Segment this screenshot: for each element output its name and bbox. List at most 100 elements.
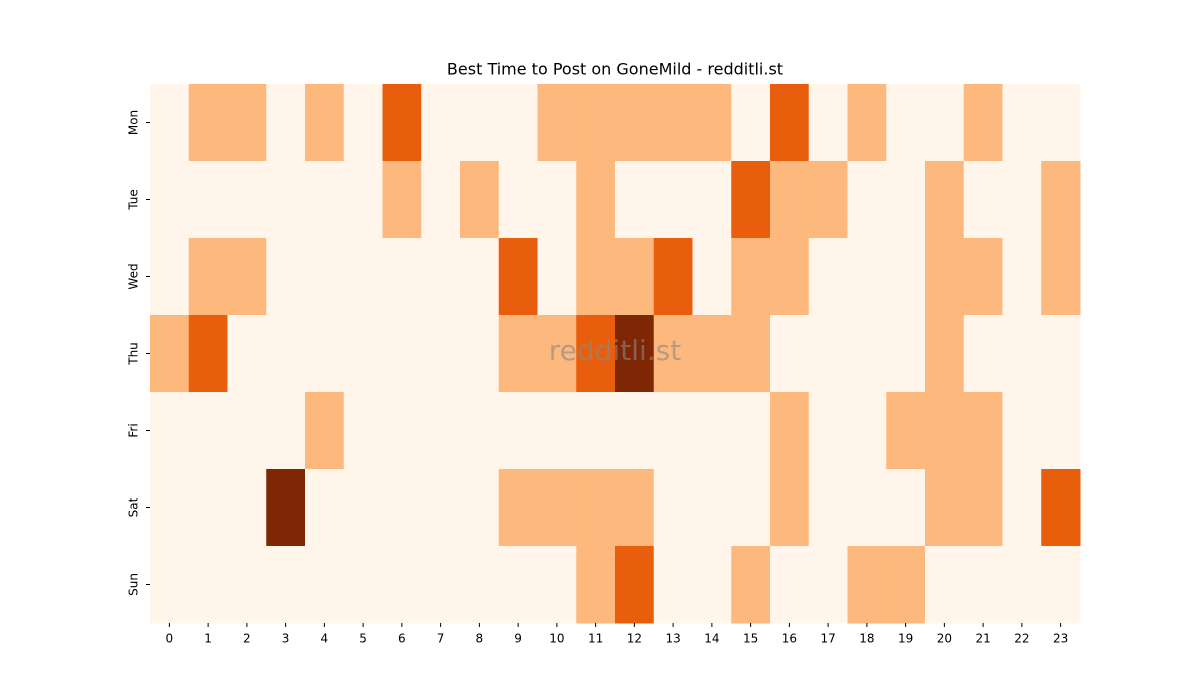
cell [537, 392, 577, 470]
cell [770, 546, 810, 624]
cell [963, 315, 1003, 393]
x-tick-label: 10 [549, 632, 564, 646]
cell [460, 315, 500, 393]
x-tick-label: 2 [243, 632, 251, 646]
cell [382, 469, 422, 547]
cell [692, 238, 732, 316]
cell [1041, 315, 1081, 393]
cell [847, 469, 887, 547]
cell [963, 469, 1003, 547]
cell [963, 84, 1003, 162]
cell [382, 392, 422, 470]
cell [576, 238, 616, 316]
cell [498, 161, 538, 239]
y-tick-label: Sat [127, 497, 141, 517]
cell [266, 392, 306, 470]
cell [615, 469, 655, 547]
cell [886, 315, 926, 393]
cell [305, 469, 345, 547]
cell [925, 84, 965, 162]
cell [188, 161, 228, 239]
x-tick-label: 18 [859, 632, 874, 646]
cell [847, 315, 887, 393]
cell [576, 546, 616, 624]
cell [925, 161, 965, 239]
cell [692, 315, 732, 393]
cell [188, 315, 228, 393]
cell [1041, 84, 1081, 162]
x-tick-label: 4 [321, 632, 329, 646]
y-tick-label: Mon [127, 110, 141, 135]
cell [770, 315, 810, 393]
cell [886, 161, 926, 239]
cell [770, 84, 810, 162]
cell [188, 392, 228, 470]
cell [1002, 469, 1042, 547]
y-tick-label: Fri [127, 423, 141, 437]
cell [925, 238, 965, 316]
cell [1041, 161, 1081, 239]
x-tick-label: 1 [204, 632, 212, 646]
cell [692, 84, 732, 162]
cell [343, 238, 383, 316]
x-tick-label: 7 [437, 632, 445, 646]
cell [150, 315, 190, 393]
cell [305, 392, 345, 470]
cell [266, 315, 306, 393]
cell [1041, 392, 1081, 470]
x-tick-label: 17 [820, 632, 835, 646]
cell [576, 392, 616, 470]
y-tick-label: Tue [127, 189, 141, 211]
cell [615, 392, 655, 470]
cell [731, 392, 771, 470]
cell [537, 546, 577, 624]
cell [886, 238, 926, 316]
cell [227, 161, 267, 239]
cell [305, 84, 345, 162]
x-tick-label: 14 [704, 632, 719, 646]
chart-title: Best Time to Post on GoneMild - redditli… [447, 60, 783, 79]
cell [266, 161, 306, 239]
cell [150, 392, 190, 470]
cell [498, 84, 538, 162]
cell [615, 315, 655, 393]
y-tick-label: Sun [127, 573, 141, 596]
x-tick-label: 9 [514, 632, 522, 646]
cell [1002, 392, 1042, 470]
cell [925, 315, 965, 393]
x-tick-label: 16 [782, 632, 797, 646]
cell [808, 161, 848, 239]
cell [227, 392, 267, 470]
x-tick-label: 5 [359, 632, 367, 646]
cell [692, 546, 732, 624]
cell [808, 84, 848, 162]
cell [770, 238, 810, 316]
x-tick-label: 6 [398, 632, 406, 646]
cell [266, 546, 306, 624]
cell [770, 392, 810, 470]
cell [537, 84, 577, 162]
cell [576, 469, 616, 547]
cell [692, 161, 732, 239]
cell [1002, 84, 1042, 162]
cell [498, 392, 538, 470]
cell [188, 469, 228, 547]
cell [188, 546, 228, 624]
cell [963, 392, 1003, 470]
cell [963, 546, 1003, 624]
cell [808, 315, 848, 393]
cell [731, 315, 771, 393]
cell [1041, 546, 1081, 624]
x-tick-label: 0 [166, 632, 174, 646]
cell [925, 546, 965, 624]
cell [653, 392, 693, 470]
cell [460, 238, 500, 316]
cell [305, 238, 345, 316]
cell [731, 546, 771, 624]
cell [615, 84, 655, 162]
x-tick-label: 8 [476, 632, 484, 646]
cell [382, 84, 422, 162]
cell [227, 315, 267, 393]
cell [460, 392, 500, 470]
cell [653, 315, 693, 393]
